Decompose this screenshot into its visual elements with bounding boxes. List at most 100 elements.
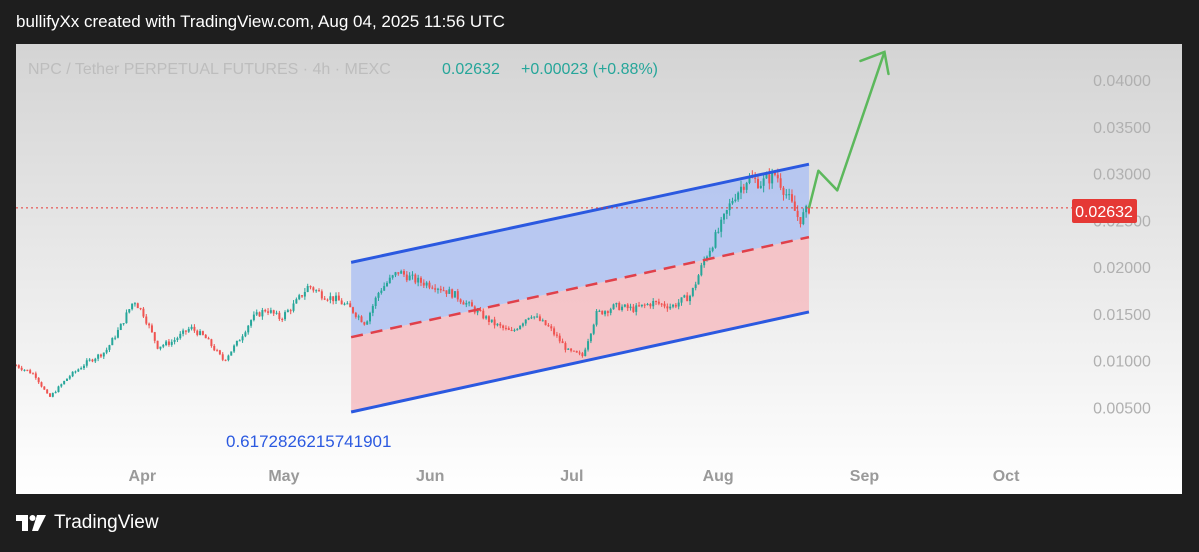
candle [320, 291, 323, 299]
candle [669, 306, 672, 309]
y-tick-label: 0.02000 [1093, 260, 1151, 277]
candle [281, 318, 284, 320]
candle [748, 176, 751, 183]
candle [173, 339, 176, 342]
candle [97, 354, 100, 359]
candle [612, 304, 615, 310]
candle [646, 304, 649, 306]
y-tick-label: 0.04000 [1093, 73, 1151, 90]
candle [445, 290, 448, 294]
candle [210, 339, 213, 346]
candle [408, 275, 411, 281]
candle [697, 275, 700, 285]
candle [479, 310, 482, 312]
candle [363, 322, 366, 325]
candle [490, 319, 493, 323]
footer-brand[interactable]: TradingView [16, 512, 159, 534]
candle [187, 328, 190, 332]
footer-brand-text: TradingView [54, 512, 159, 533]
candle [768, 174, 771, 184]
candle [377, 292, 380, 298]
candle [422, 282, 425, 286]
candle [640, 304, 643, 307]
candle [247, 325, 250, 333]
candle [482, 310, 485, 319]
candle [108, 345, 111, 350]
candle [278, 312, 281, 319]
candle [150, 325, 153, 333]
candle [785, 194, 788, 196]
y-tick-label: 0.00500 [1093, 400, 1151, 417]
candle [655, 301, 658, 303]
candle [570, 348, 573, 351]
candle [139, 308, 142, 310]
candle [561, 341, 564, 344]
candle [507, 328, 510, 330]
candle [162, 344, 165, 347]
candle [434, 288, 437, 290]
candle [221, 354, 224, 360]
candle [252, 314, 255, 321]
candle [374, 297, 377, 306]
candle [635, 305, 638, 312]
chart-svg: 0.040000.035000.030000.025000.020000.015… [16, 44, 1182, 494]
candle [216, 350, 219, 352]
candle [77, 369, 80, 372]
candle [354, 312, 357, 317]
candle [165, 341, 168, 345]
candle [16, 365, 17, 367]
candle [606, 311, 609, 313]
candle [385, 282, 388, 287]
candle [343, 303, 346, 305]
candle [335, 295, 338, 302]
x-tick-label: Sep [850, 468, 880, 485]
candle [179, 333, 182, 339]
candle [723, 213, 725, 220]
candle [326, 299, 329, 301]
candle [29, 370, 32, 374]
candle [564, 343, 567, 350]
x-tick-label: Jul [560, 468, 583, 485]
candle [660, 303, 663, 305]
candle [680, 297, 683, 303]
candle [182, 330, 185, 334]
candle [578, 352, 581, 354]
candle [85, 360, 88, 366]
candle [394, 272, 397, 276]
candle [43, 386, 46, 390]
candle [601, 310, 604, 315]
candle [400, 271, 403, 274]
candle [383, 286, 386, 291]
channel-annotation: 0.6172826215741901 [226, 432, 391, 451]
candle [802, 212, 805, 225]
candle [694, 284, 697, 289]
candle [584, 349, 587, 357]
channel-lower-fill [351, 237, 809, 412]
candle [604, 311, 607, 315]
candle [470, 302, 473, 307]
candle [782, 187, 785, 195]
candle [674, 304, 677, 307]
candle [683, 295, 686, 298]
candle [366, 321, 369, 325]
candle [513, 329, 516, 331]
channel-upper-fill [351, 164, 809, 338]
candle [119, 323, 122, 330]
candle [708, 250, 711, 257]
candle [737, 192, 740, 200]
candle [476, 310, 479, 313]
candle [538, 316, 541, 321]
candle [516, 329, 519, 331]
candle [567, 348, 570, 350]
candle [776, 174, 779, 179]
candle [442, 290, 445, 292]
candle [357, 316, 360, 318]
candle [241, 336, 244, 341]
candle [233, 345, 236, 352]
candle [453, 291, 456, 298]
candle [487, 316, 490, 323]
candle [663, 303, 666, 307]
candle [258, 312, 261, 317]
y-tick-label: 0.01500 [1093, 307, 1151, 324]
candle [170, 341, 173, 345]
